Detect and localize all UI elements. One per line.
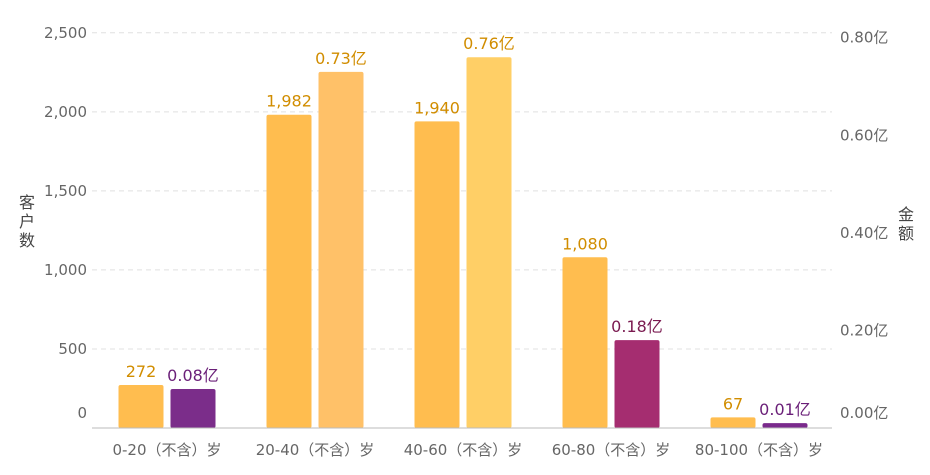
data-labels: 272 0.08亿 1,982 0.73亿 1,940 0.76亿 1,080 0.18亿 67…	[126, 34, 811, 419]
bar-customer-count	[710, 417, 756, 428]
data-label-customer-count: 1,080	[562, 234, 608, 253]
data-label-amount: 0.18亿	[611, 317, 663, 336]
x-tick-label: 20-40（不含）岁	[256, 441, 375, 459]
left-tick-label: 500	[58, 340, 87, 358]
data-label-customer-count: 272	[126, 362, 157, 381]
axes: 0 500 1,000 1,500 2,000 2,500 0.00亿 0.20亿 0.40亿 0…	[44, 24, 888, 459]
bar-amount	[614, 340, 660, 428]
data-label-customer-count: 1,940	[414, 98, 460, 117]
data-label-customer-count: 1,982	[266, 92, 312, 111]
data-label-amount: 0.76亿	[463, 34, 515, 53]
right-tick-label: 0.00亿	[840, 404, 888, 422]
data-label-customer-count: 67	[723, 394, 743, 413]
bars	[118, 57, 808, 429]
data-label-amount: 0.08亿	[167, 366, 219, 385]
bar-amount	[762, 423, 808, 428]
gridlines	[92, 32, 832, 350]
right-tick-label: 0.40亿	[840, 224, 888, 242]
left-tick-label: 2,500	[44, 24, 87, 42]
bar-customer-count	[414, 121, 460, 428]
x-tick-label: 80-100（不含）岁	[695, 441, 823, 459]
left-axis-title: 客户数	[19, 193, 35, 250]
data-label-amount: 0.73亿	[315, 49, 367, 68]
right-tick-label: 0.60亿	[840, 126, 888, 144]
x-tick-label: 0-20（不含）岁	[112, 441, 221, 459]
bar-customer-count	[266, 114, 312, 429]
right-tick-label: 0.20亿	[840, 321, 888, 339]
right-tick-label: 0.80亿	[840, 29, 888, 47]
left-tick-label: 2,000	[44, 103, 87, 121]
left-tick-label: 1,500	[44, 182, 87, 200]
left-tick-label: 1,000	[44, 261, 87, 279]
bar-amount	[318, 71, 364, 428]
bar-customer-count	[562, 257, 608, 428]
left-tick-label: 0	[77, 404, 87, 422]
bar-amount	[466, 57, 512, 429]
bar-customer-count	[118, 385, 164, 428]
x-tick-label: 40-60（不含）岁	[404, 441, 523, 459]
bar-amount	[170, 388, 216, 428]
right-axis-title: 金额	[898, 205, 914, 243]
x-tick-label: 60-80（不含）岁	[552, 441, 671, 459]
data-label-amount: 0.01亿	[759, 400, 811, 419]
